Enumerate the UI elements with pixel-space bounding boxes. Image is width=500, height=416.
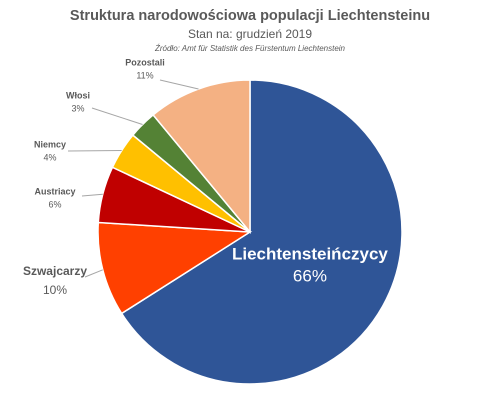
pie-slice xyxy=(152,79,251,235)
leader-line xyxy=(84,269,103,278)
chart-source: Źródło: Amt für Statistik des Fürstentum… xyxy=(154,44,346,53)
leader-line xyxy=(91,107,143,125)
slice-label: Niemcy xyxy=(34,139,66,149)
slice-value-label: 66% xyxy=(293,266,327,285)
leader-line xyxy=(81,193,103,197)
slice-value-label: 4% xyxy=(43,152,56,162)
slice-label: Austriacy xyxy=(34,186,75,196)
pie-slice xyxy=(120,79,403,385)
slice-label: Liechtensteińczycy xyxy=(232,244,388,263)
chart-title: Struktura narodowościowa populacji Liech… xyxy=(70,8,430,24)
leader-line xyxy=(159,79,199,90)
chart-subtitle: Stan na: grudzień 2019 xyxy=(188,27,312,41)
slice-value-label: 6% xyxy=(48,199,61,209)
slice-value-label: 11% xyxy=(136,70,153,80)
slice-value-label: 10% xyxy=(43,283,67,297)
slice-label: Szwajcarzy xyxy=(23,264,87,278)
slice-label: Włosi xyxy=(66,90,90,100)
slice-value-label: 3% xyxy=(71,103,84,113)
slice-label: Pozostali xyxy=(125,57,165,67)
